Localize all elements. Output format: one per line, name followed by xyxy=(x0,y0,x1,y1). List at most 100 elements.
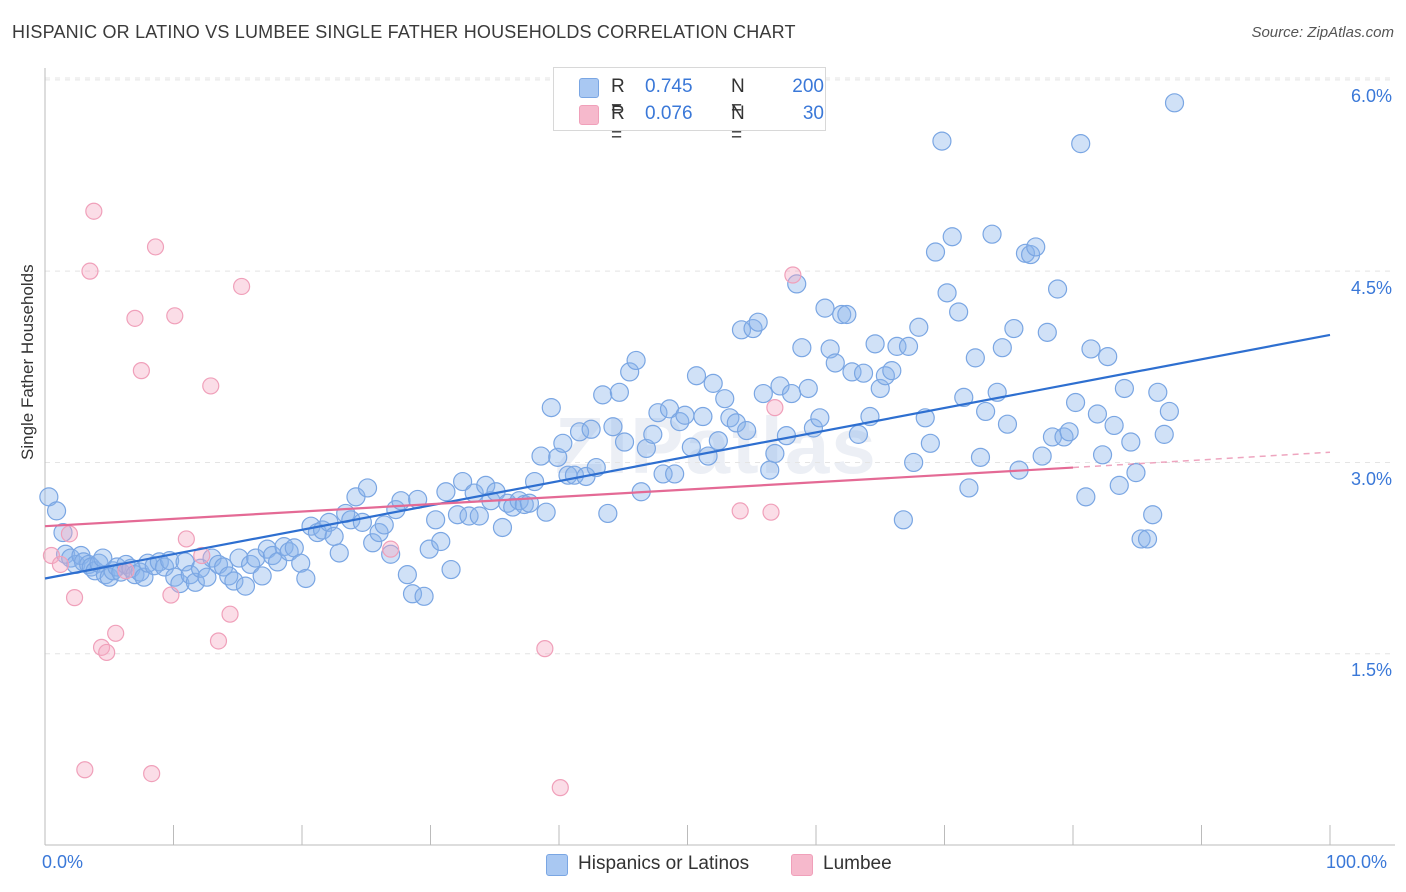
data-point-hispanic xyxy=(441,559,461,580)
data-point-hispanic xyxy=(593,385,613,405)
data-point-lumbee xyxy=(731,502,749,520)
data-point-hispanic xyxy=(1004,318,1024,339)
data-point-hispanic xyxy=(1114,378,1135,399)
data-point-hispanic xyxy=(1126,463,1146,483)
data-point-lumbee xyxy=(762,503,780,521)
data-point-hispanic xyxy=(965,348,985,368)
data-point-hispanic xyxy=(492,517,513,538)
data-point-hispanic xyxy=(815,298,835,318)
data-point-hispanic xyxy=(825,353,845,373)
data-point-hispanic xyxy=(832,304,852,325)
data-point-hispanic xyxy=(257,539,277,559)
data-point-hispanic xyxy=(1098,346,1118,367)
data-point-hispanic xyxy=(681,437,701,457)
data-point-hispanic xyxy=(909,317,929,337)
data-point-lumbee xyxy=(177,530,195,548)
trendline-lumbee-extension xyxy=(1072,451,1331,469)
data-point-hispanic xyxy=(536,502,556,522)
data-point-hispanic xyxy=(893,510,913,530)
data-point-hispanic xyxy=(1032,446,1052,466)
data-point-hispanic xyxy=(154,557,175,577)
data-point-hispanic xyxy=(976,401,996,422)
data-point-hispanic xyxy=(419,539,439,559)
data-point-hispanic xyxy=(569,422,590,442)
data-point-hispanic xyxy=(643,424,663,444)
data-point-hispanic xyxy=(875,366,895,386)
data-point-lumbee xyxy=(65,589,84,607)
data-point-hispanic xyxy=(329,543,349,563)
data-point-hispanic xyxy=(1143,505,1163,525)
legend-swatch-blue xyxy=(579,78,599,98)
data-point-hispanic xyxy=(853,363,874,383)
data-point-hispanic xyxy=(992,338,1012,358)
data-point-hispanic xyxy=(1164,93,1185,113)
data-point-hispanic xyxy=(787,274,807,294)
data-point-hispanic xyxy=(848,424,869,444)
data-point-hispanic xyxy=(252,566,272,586)
data-point-hispanic xyxy=(229,548,249,568)
data-point-hispanic xyxy=(743,318,763,339)
data-point-hispanic xyxy=(620,362,640,382)
data-point-hispanic xyxy=(636,438,656,459)
data-point-hispanic xyxy=(865,334,885,354)
data-point-hispanic xyxy=(670,412,690,432)
data-point-hispanic xyxy=(708,431,728,451)
y-tick-1-5: 1.5% xyxy=(1350,660,1392,680)
data-point-hispanic xyxy=(381,544,401,564)
data-point-hispanic xyxy=(1159,401,1179,422)
legend-label: Lumbee xyxy=(823,853,892,874)
data-point-hispanic xyxy=(753,383,773,404)
data-point-hispanic xyxy=(241,554,261,575)
chart-title: HISPANIC OR LATINO VS LUMBEE SINGLE FATH… xyxy=(12,22,796,42)
data-point-hispanic xyxy=(997,414,1018,434)
data-point-hispanic xyxy=(937,283,957,303)
data-point-hispanic xyxy=(581,419,601,439)
data-point-lumbee xyxy=(382,540,400,558)
data-point-hispanic xyxy=(414,586,434,606)
data-point-hispanic xyxy=(235,576,256,596)
data-point-lumbee xyxy=(221,605,239,623)
data-point-hispanic xyxy=(693,406,713,427)
data-point-hispanic xyxy=(224,571,244,591)
data-point-hispanic xyxy=(603,417,623,437)
data-point-hispanic xyxy=(1121,432,1141,452)
data-point-hispanic xyxy=(1148,382,1168,402)
data-point-lumbee xyxy=(126,309,144,327)
legend-swatch-pink xyxy=(579,105,599,125)
y-tick-4-5: 4.5% xyxy=(1350,278,1392,298)
data-point-hispanic xyxy=(553,433,573,453)
data-point-hispanic xyxy=(675,405,695,425)
data-point-hispanic xyxy=(959,478,979,498)
data-point-hispanic xyxy=(887,336,907,356)
r-label: R = xyxy=(611,76,625,119)
data-point-hispanic xyxy=(402,584,423,604)
data-point-lumbee xyxy=(784,266,802,284)
data-point-hispanic xyxy=(748,312,768,332)
data-point-hispanic xyxy=(810,408,830,428)
r-label: R = xyxy=(611,103,625,146)
data-point-hispanic xyxy=(1087,404,1108,424)
data-point-lumbee xyxy=(193,546,211,565)
n-label: N = xyxy=(731,103,745,146)
data-point-hispanic xyxy=(770,376,790,396)
data-point-hispanic xyxy=(1137,529,1158,549)
data-point-hispanic xyxy=(870,378,890,399)
data-point-hispanic xyxy=(469,506,489,526)
data-point-hispanic xyxy=(1131,529,1151,549)
data-point-hispanic xyxy=(53,522,73,543)
data-point-hispanic xyxy=(397,565,417,585)
data-point-hispanic xyxy=(598,503,618,524)
data-point-lumbee xyxy=(92,638,111,656)
data-point-hispanic xyxy=(648,403,668,423)
data-point-hispanic xyxy=(291,553,311,573)
data-point-hispanic xyxy=(1092,445,1113,465)
legend-swatch-blue xyxy=(546,854,568,876)
data-point-hispanic xyxy=(453,471,473,492)
data-point-hispanic xyxy=(665,464,685,484)
data-point-hispanic xyxy=(219,566,239,586)
x-tick-max: 100.0% xyxy=(1326,852,1388,872)
data-point-hispanic xyxy=(726,413,746,433)
data-point-lumbee xyxy=(85,202,103,220)
data-point-lumbee xyxy=(76,761,94,779)
